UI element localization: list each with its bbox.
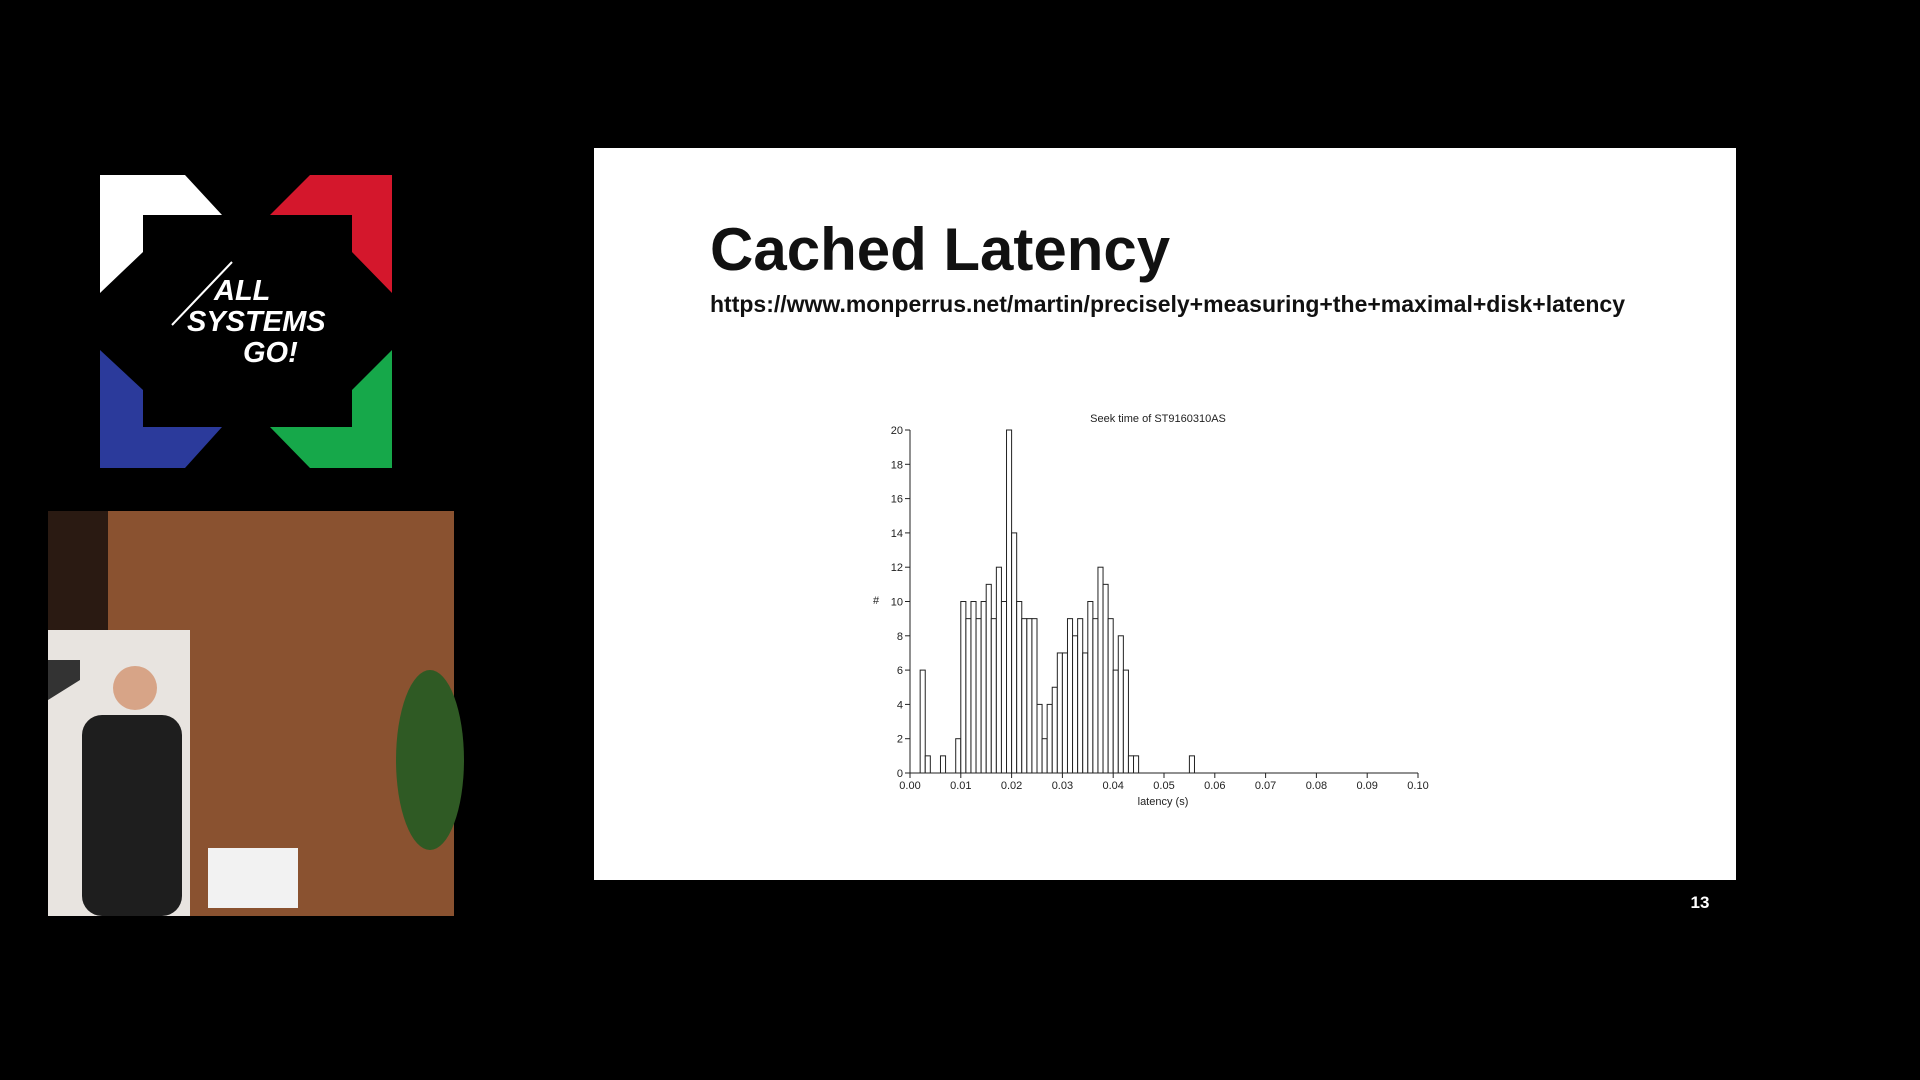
bar xyxy=(965,618,972,774)
bar xyxy=(939,755,947,774)
x-tick-label: 0.08 xyxy=(1306,780,1327,792)
x-tick-label: 0.03 xyxy=(1052,780,1073,792)
logo-text: ALL xyxy=(213,275,270,307)
bar xyxy=(1061,652,1068,774)
y-tick-label: 14 xyxy=(891,528,903,540)
bar xyxy=(1087,601,1094,774)
bar xyxy=(1000,601,1008,774)
bar xyxy=(1026,618,1033,774)
x-tick-label: 0.00 xyxy=(899,780,920,792)
bar xyxy=(1011,532,1018,774)
bar xyxy=(980,601,987,774)
histogram: Seek time of ST9160310AS latency (s) #0 2 4 6… xyxy=(873,413,1429,808)
bar xyxy=(995,566,1002,774)
bar xyxy=(1041,738,1048,774)
page-number: 13 xyxy=(1691,893,1710,912)
x-tick-label: 0.10 xyxy=(1407,780,1428,792)
bar xyxy=(1021,618,1028,774)
logo: ALL SYSTEMS GO! xyxy=(100,175,392,468)
bar xyxy=(919,669,926,774)
bar xyxy=(960,601,967,774)
logo-slash xyxy=(171,261,233,326)
banner-graphic xyxy=(48,660,80,700)
bar xyxy=(1031,618,1038,774)
bar xyxy=(1056,652,1063,774)
logo-corner xyxy=(270,175,392,293)
bar xyxy=(1051,686,1058,774)
bar xyxy=(1117,635,1124,774)
logo-text: SYSTEMS xyxy=(187,306,326,338)
speaker-body xyxy=(82,715,182,916)
logo-corner xyxy=(100,350,222,468)
y-tick-label: 0 xyxy=(897,768,903,780)
y-tick-label: 12 xyxy=(891,562,903,574)
x-tick-label: 0.07 xyxy=(1255,780,1276,792)
bar xyxy=(1082,652,1089,774)
plant xyxy=(396,670,464,850)
bar xyxy=(1066,618,1074,774)
slide-title: Cached Latency xyxy=(710,216,1171,283)
bar xyxy=(1127,755,1135,774)
bar xyxy=(1036,703,1043,774)
bar xyxy=(1006,429,1013,774)
bar xyxy=(1097,566,1104,774)
y-tick-label: 2 xyxy=(897,734,903,746)
y-tick-label: 16 xyxy=(891,494,903,506)
bar xyxy=(1102,583,1109,774)
laptop xyxy=(208,848,298,908)
bar xyxy=(1046,703,1053,774)
logo-text: GO! xyxy=(243,337,298,369)
x-tick-label: 0.06 xyxy=(1204,780,1225,792)
bar xyxy=(970,601,977,774)
x-tick-label: 0.09 xyxy=(1356,780,1377,792)
logo-corner xyxy=(100,175,222,293)
x-tick-label: 0.02 xyxy=(1001,780,1022,792)
speaker-video xyxy=(48,511,464,916)
logo-corner xyxy=(270,350,392,468)
bar xyxy=(1122,669,1129,774)
x-tick-label: 0.01 xyxy=(950,780,971,792)
y-tick-label: 10 xyxy=(891,597,903,609)
speaker-head xyxy=(113,666,157,710)
bar xyxy=(1188,755,1195,774)
bar xyxy=(990,618,997,774)
video-shadow xyxy=(48,511,108,631)
bar xyxy=(1016,601,1023,774)
slide xyxy=(594,148,1736,880)
bar xyxy=(1077,618,1084,774)
slide-url: https://www.monperrus.net/martin/precise… xyxy=(710,291,1625,317)
y-tick-label: 8 xyxy=(897,631,903,643)
bar xyxy=(1072,635,1079,774)
bar xyxy=(924,755,931,774)
x-tick-label: 0.04 xyxy=(1102,780,1123,792)
y-tick-label: 6 xyxy=(897,665,903,677)
y-tick-label: 4 xyxy=(897,699,903,711)
bar xyxy=(1107,618,1114,774)
chart-title: Seek time of ST9160310AS xyxy=(1090,413,1226,425)
bar xyxy=(985,583,992,774)
y-tick-label: 18 xyxy=(891,459,903,471)
y-tick-label: 20 xyxy=(891,425,903,437)
bar xyxy=(1092,618,1099,774)
bar xyxy=(955,738,962,774)
bar xyxy=(1112,669,1119,774)
y-axis-label: # xyxy=(873,595,880,607)
bar xyxy=(1133,755,1140,774)
bar xyxy=(975,618,982,774)
x-tick-label: 0.05 xyxy=(1153,780,1174,792)
x-axis-label: latency (s) xyxy=(1138,796,1189,808)
